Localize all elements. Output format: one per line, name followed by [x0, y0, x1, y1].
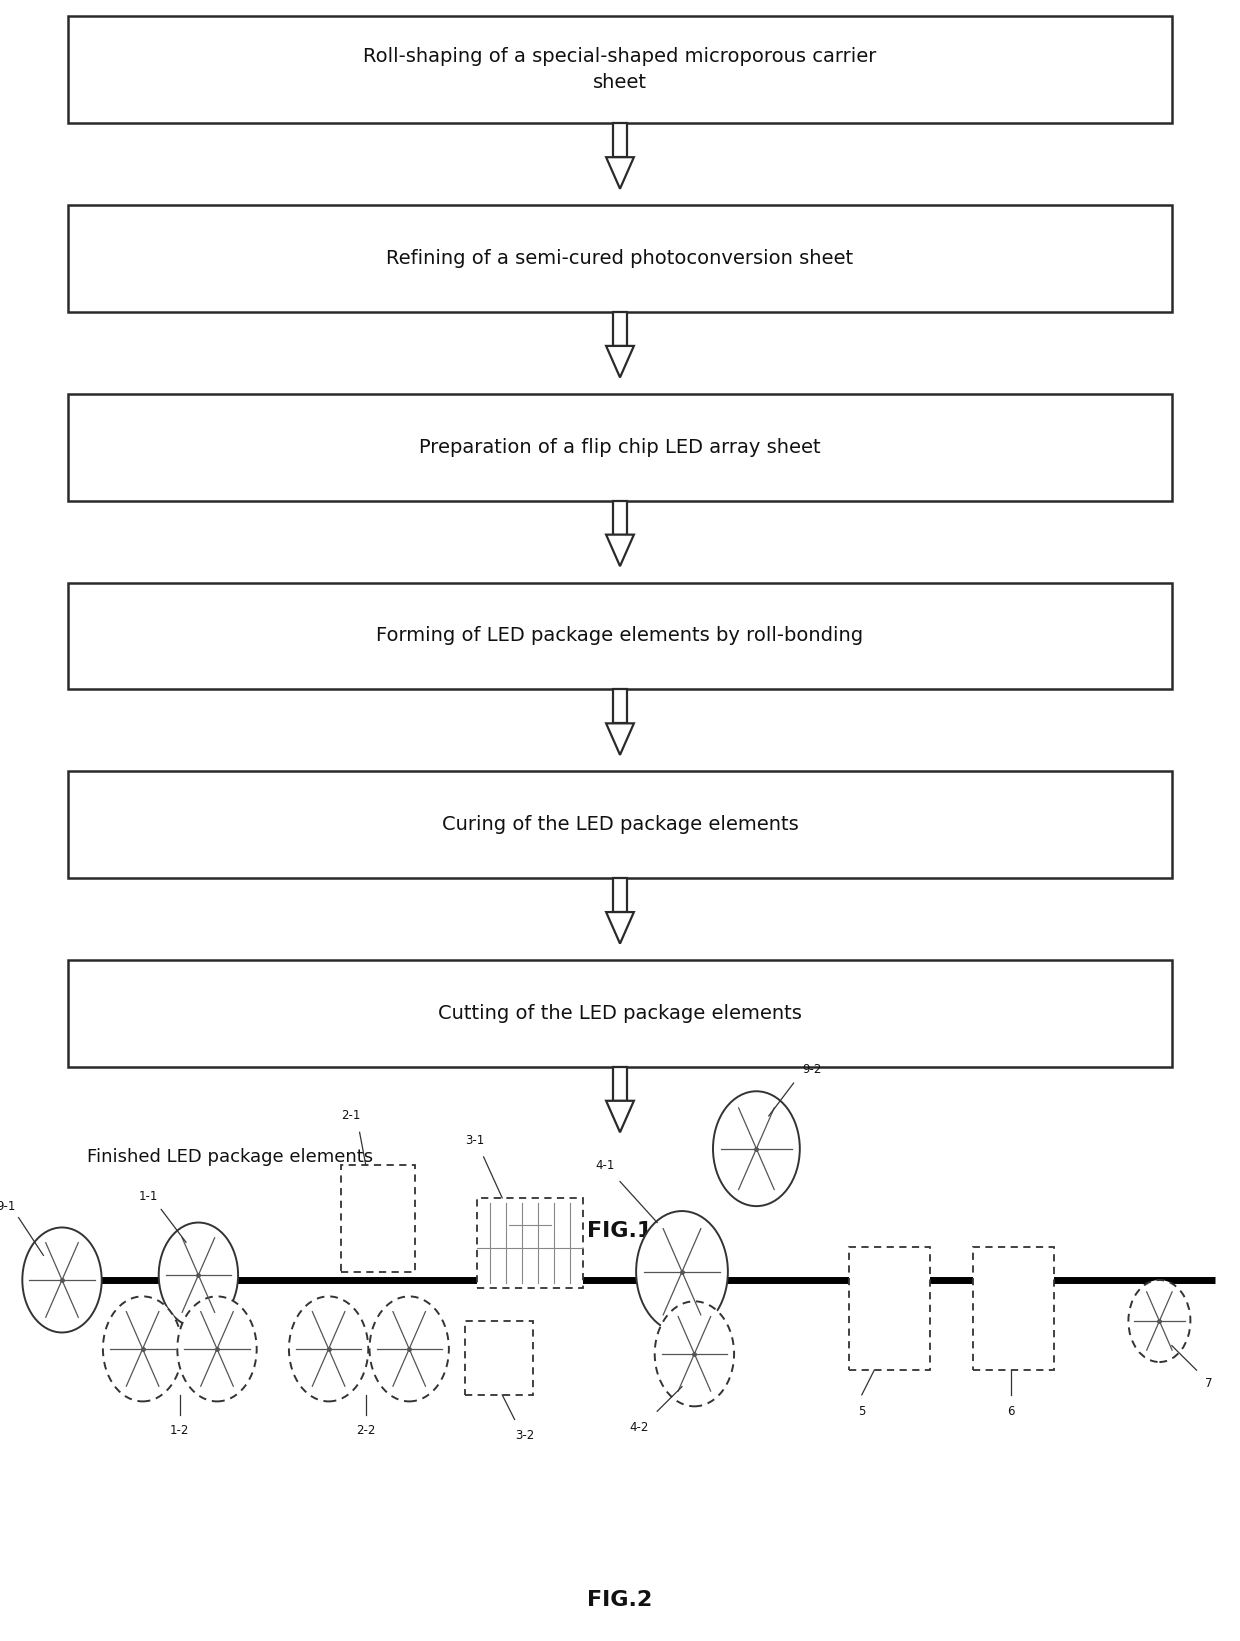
Text: 5: 5 [858, 1405, 866, 1418]
Polygon shape [606, 724, 634, 755]
Text: 2-1: 2-1 [341, 1109, 361, 1122]
Bar [973, 1247, 1054, 1370]
Text: 4-1: 4-1 [595, 1159, 615, 1172]
Text: 7: 7 [1205, 1377, 1213, 1390]
Bar [68, 394, 1172, 501]
Circle shape [1128, 1280, 1190, 1362]
Text: FIG.2: FIG.2 [588, 1590, 652, 1610]
Bar [68, 771, 1172, 878]
Circle shape [22, 1227, 102, 1332]
Circle shape [370, 1296, 449, 1401]
Text: 6: 6 [1007, 1405, 1014, 1418]
Bar [465, 1321, 533, 1395]
Text: FIG.1: FIG.1 [588, 1221, 652, 1241]
Bar [341, 1165, 415, 1272]
Bar [477, 1198, 583, 1288]
Circle shape [636, 1211, 728, 1332]
Text: 9-1: 9-1 [0, 1200, 16, 1213]
Bar [849, 1247, 930, 1370]
Bar [68, 205, 1172, 312]
Text: 3-1: 3-1 [465, 1134, 485, 1147]
Text: 1-1: 1-1 [139, 1190, 159, 1203]
Bar [613, 501, 627, 535]
Text: 4-2: 4-2 [629, 1421, 649, 1434]
Circle shape [103, 1296, 182, 1401]
Circle shape [159, 1223, 238, 1328]
Bar [613, 689, 627, 724]
Circle shape [289, 1296, 368, 1401]
Bar [613, 1067, 627, 1101]
Bar [613, 312, 627, 346]
Text: Roll-shaping of a special-shaped microporous carrier
sheet: Roll-shaping of a special-shaped micropo… [363, 48, 877, 92]
Bar [68, 16, 1172, 123]
Bar [613, 123, 627, 158]
Text: Cutting of the LED package elements: Cutting of the LED package elements [438, 1004, 802, 1022]
Polygon shape [606, 1101, 634, 1132]
Text: Refining of a semi-cured photoconversion sheet: Refining of a semi-cured photoconversion… [387, 249, 853, 267]
Bar [68, 960, 1172, 1067]
Text: 9-2: 9-2 [802, 1063, 822, 1076]
Bar [613, 878, 627, 912]
Polygon shape [606, 912, 634, 944]
Text: 1-2: 1-2 [170, 1424, 190, 1438]
Circle shape [655, 1301, 734, 1406]
Polygon shape [606, 535, 634, 566]
Polygon shape [606, 346, 634, 377]
Text: Forming of LED package elements by roll-bonding: Forming of LED package elements by roll-… [377, 627, 863, 645]
Text: Preparation of a flip chip LED array sheet: Preparation of a flip chip LED array she… [419, 438, 821, 456]
Bar [68, 583, 1172, 689]
Text: Curing of the LED package elements: Curing of the LED package elements [441, 816, 799, 834]
Polygon shape [606, 158, 634, 189]
Circle shape [177, 1296, 257, 1401]
Circle shape [713, 1091, 800, 1206]
Text: Finished LED package elements: Finished LED package elements [87, 1149, 373, 1165]
Text: 3-2: 3-2 [515, 1429, 534, 1442]
Text: 2-2: 2-2 [356, 1424, 376, 1438]
